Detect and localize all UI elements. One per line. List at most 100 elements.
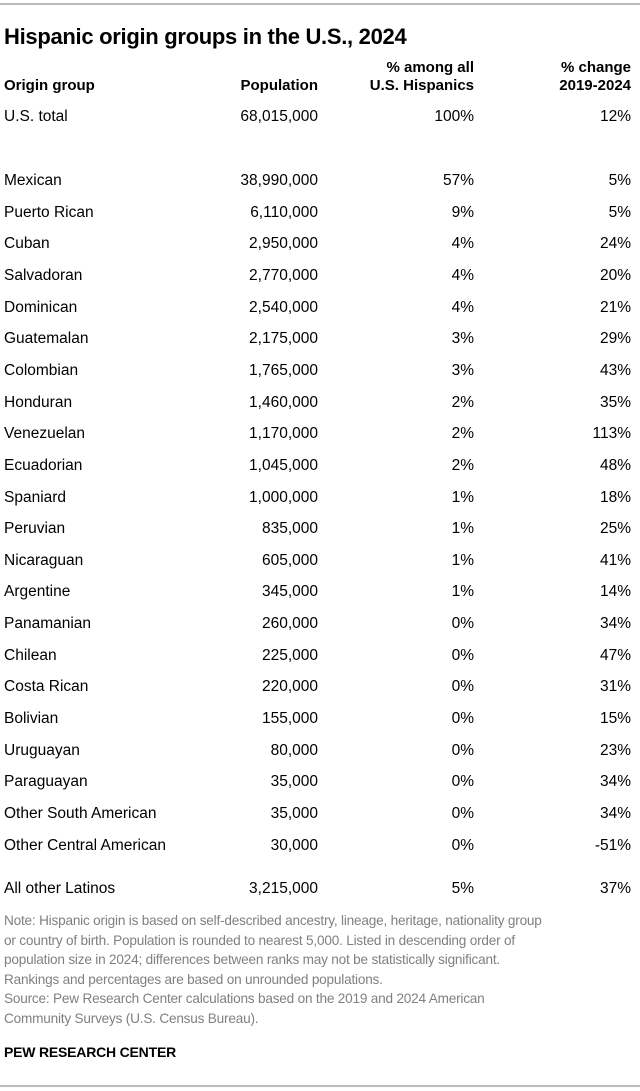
cell-population: 3,215,000 bbox=[249, 880, 318, 897]
cell-population: 835,000 bbox=[261, 520, 318, 538]
notes: Note: Hispanic origin is based on self-d… bbox=[4, 911, 636, 1029]
cell-change: -51% bbox=[594, 836, 631, 854]
cell-origin-group: Bolivian bbox=[4, 710, 59, 728]
cell-population: 1,000,000 bbox=[249, 488, 318, 506]
note-line: Source: Pew Research Center calculations… bbox=[4, 991, 485, 1007]
cell-change: 20% bbox=[599, 266, 631, 284]
cell-share: 0% bbox=[451, 615, 474, 633]
cell-origin-group: Chilean bbox=[4, 646, 57, 664]
cell-share: 3% bbox=[451, 330, 474, 348]
cell-population: 80,000 bbox=[270, 741, 318, 759]
cell-change: 21% bbox=[599, 298, 631, 316]
cell-share: 0% bbox=[451, 773, 474, 791]
cell-change: 41% bbox=[599, 551, 631, 569]
cell-share: 0% bbox=[451, 741, 474, 759]
cell-change: 31% bbox=[599, 678, 631, 696]
cell-origin-group: Mexican bbox=[4, 172, 62, 189]
cell-population: 2,540,000 bbox=[249, 298, 318, 316]
cell-share: 2% bbox=[451, 456, 474, 474]
cell-share: 3% bbox=[451, 361, 474, 379]
table-row: Mexican 38,990,000 57% 5% bbox=[0, 170, 640, 192]
cell-origin-group: Nicaraguan bbox=[4, 551, 84, 569]
cell-origin-group: Colombian bbox=[4, 361, 79, 379]
cell-origin-group: Costa Rican bbox=[4, 678, 89, 696]
table-row: Puerto Rican 6,110,000 9% 5% bbox=[0, 202, 640, 224]
cell-origin-group: Other Central American bbox=[4, 836, 166, 854]
cell-origin-group: Honduran bbox=[4, 393, 73, 411]
cell-population: 1,045,000 bbox=[249, 456, 318, 474]
cell-change: 24% bbox=[599, 235, 631, 253]
cell-population: 35,000 bbox=[270, 773, 318, 791]
cell-population: 2,950,000 bbox=[249, 235, 318, 253]
header-text: % among all bbox=[386, 59, 474, 76]
cell-change: 29% bbox=[599, 330, 631, 348]
table-row: Uruguayan 80,000 0% 23% bbox=[0, 740, 640, 762]
cell-share: 5% bbox=[451, 880, 474, 897]
cell-change: 34% bbox=[599, 615, 631, 633]
table-row: Panamanian 260,000 0% 34% bbox=[0, 613, 640, 635]
cell-population: 35,000 bbox=[270, 805, 318, 822]
table-row: Colombian 1,765,000 3% 43% bbox=[0, 360, 640, 382]
note-line: Note: Hispanic origin is based on self-d… bbox=[4, 913, 542, 928]
cell-change: 23% bbox=[599, 741, 631, 759]
cell-change: 25% bbox=[599, 520, 631, 538]
cell-share: 1% bbox=[451, 488, 474, 506]
table-row: Cuban 2,950,000 4% 24% bbox=[0, 233, 640, 255]
cell-population: 30,000 bbox=[270, 836, 318, 854]
cell-population: 38,990,000 bbox=[240, 172, 318, 189]
cell-change: 34% bbox=[599, 805, 631, 822]
cell-change: 5% bbox=[608, 172, 631, 189]
cell-population: 220,000 bbox=[261, 678, 318, 696]
cell-change: 15% bbox=[599, 710, 631, 728]
cell-change: 12% bbox=[599, 108, 631, 125]
cell-change: 34% bbox=[599, 773, 631, 791]
cell-origin-group: Dominican bbox=[4, 298, 78, 316]
cell-origin-group: Venezuelan bbox=[4, 425, 86, 443]
cell-share: 57% bbox=[442, 172, 474, 189]
cell-share: 1% bbox=[451, 583, 474, 601]
table-row: Other South American 35,000 0% 34% bbox=[0, 803, 640, 825]
cell-population: 225,000 bbox=[261, 646, 318, 664]
brand-logo-text: PEW RESEARCH CENTER bbox=[4, 1044, 176, 1060]
table-row: Bolivian 155,000 0% 15% bbox=[0, 708, 640, 730]
table-row: Other Central American 30,000 0% -51% bbox=[0, 835, 640, 857]
cell-population: 1,460,000 bbox=[249, 393, 318, 411]
header-change: % change 2019-2024 bbox=[559, 59, 631, 95]
top-rule bbox=[0, 3, 640, 5]
cell-population: 6,110,000 bbox=[250, 203, 318, 221]
cell-change: 43% bbox=[599, 361, 631, 379]
table-row: U.S. total 68,015,000 100% 12% bbox=[0, 106, 640, 128]
header-text: % change bbox=[560, 59, 631, 76]
cell-change: 37% bbox=[599, 880, 631, 897]
cell-origin-group: Other South American bbox=[4, 805, 157, 822]
note-line: population size in 2024; differences bet… bbox=[4, 952, 500, 968]
table-row: Spaniard 1,000,000 1% 18% bbox=[0, 487, 640, 509]
cell-population: 1,765,000 bbox=[249, 361, 318, 379]
table-row: Chilean 225,000 0% 47% bbox=[0, 645, 640, 667]
header-origin-group: Origin group bbox=[4, 77, 95, 95]
cell-share: 100% bbox=[434, 108, 474, 125]
cell-population: 605,000 bbox=[261, 551, 318, 569]
cell-origin-group: Argentine bbox=[4, 583, 71, 601]
cell-population: 2,770,000 bbox=[249, 266, 318, 284]
cell-population: 2,175,000 bbox=[249, 330, 318, 348]
cell-share: 1% bbox=[451, 551, 474, 569]
cell-share: 2% bbox=[451, 393, 474, 411]
table-row: Peruvian 835,000 1% 25% bbox=[0, 518, 640, 540]
note-line: or country of birth. Population is round… bbox=[4, 932, 515, 948]
table-row: Honduran 1,460,000 2% 35% bbox=[0, 392, 640, 414]
table-row: Dominican 2,540,000 4% 21% bbox=[0, 297, 640, 319]
cell-change: 5% bbox=[608, 203, 631, 221]
header-share: % among all U.S. Hispanics bbox=[370, 59, 474, 95]
table-title: Hispanic origin groups in the U.S., 2024 bbox=[4, 24, 407, 49]
cell-origin-group: Uruguayan bbox=[4, 741, 80, 759]
cell-share: 9% bbox=[451, 203, 474, 221]
cell-share: 2% bbox=[451, 425, 474, 443]
cell-change: 18% bbox=[599, 488, 631, 506]
table-row: Venezuelan 1,170,000 2% 113% bbox=[0, 423, 640, 445]
cell-population: 155,000 bbox=[261, 710, 318, 728]
cell-origin-group: All other Latinos bbox=[4, 880, 116, 897]
cell-origin-group: Guatemalan bbox=[4, 330, 89, 348]
note-line: Community Surveys (U.S. Census Bureau). bbox=[4, 1010, 259, 1026]
table-row: Paraguayan 35,000 0% 34% bbox=[0, 771, 640, 793]
